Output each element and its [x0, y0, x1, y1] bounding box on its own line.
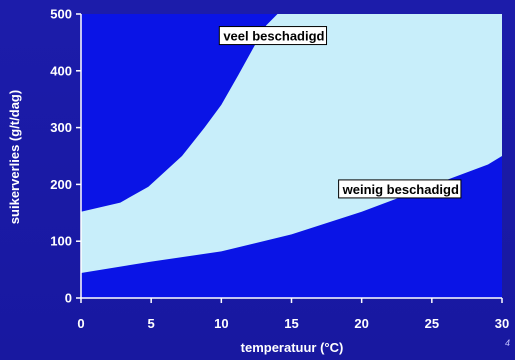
- region-labels: veel beschadigd weinig beschadigd: [218, 26, 462, 199]
- plot-area: [81, 14, 502, 298]
- x-tick-label: 30: [495, 316, 509, 331]
- x-tick-label: 0: [77, 316, 84, 331]
- y-tick-label: 100: [50, 234, 72, 249]
- region-label-text: weinig beschadigd: [342, 182, 459, 197]
- y-tick-label: 200: [50, 177, 72, 192]
- y-tick-label: 0: [65, 291, 72, 306]
- x-tick-label: 25: [425, 316, 439, 331]
- y-axis-title: suikerverlies (g/t/dag): [7, 90, 22, 224]
- y-tick-label: 500: [50, 7, 72, 22]
- y-tick-label: 400: [50, 63, 72, 78]
- x-tick-label: 5: [148, 316, 155, 331]
- region-label-box: [218, 26, 328, 46]
- region-label-text: veel beschadigd: [223, 29, 324, 44]
- x-axis-title: temperatuur (°C): [241, 340, 344, 355]
- page-number: 4: [505, 338, 510, 348]
- light-band-area: [81, 14, 502, 273]
- region-label-box: [338, 179, 462, 199]
- region-label-group: weinig beschadigd: [338, 179, 462, 199]
- x-tick-label: 15: [284, 316, 298, 331]
- y-tick-label: 300: [50, 120, 72, 135]
- x-tick-label: 10: [214, 316, 228, 331]
- region-label-group: veel beschadigd: [218, 26, 328, 46]
- x-tick-label: 20: [354, 316, 368, 331]
- axes: 0 100 200 300 400 500 0 5 10 15 20 25 30: [50, 7, 509, 332]
